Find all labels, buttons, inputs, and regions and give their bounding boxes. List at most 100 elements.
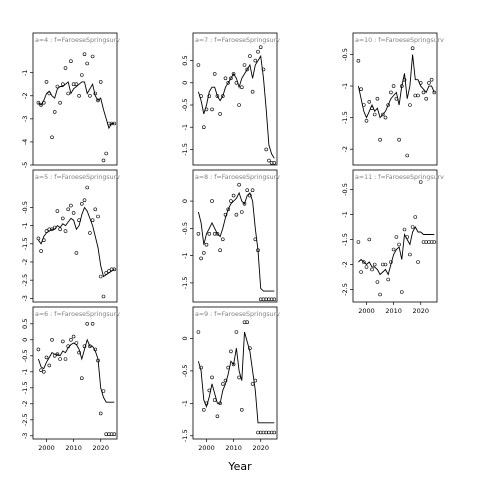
data-point [96, 214, 100, 219]
data-point [386, 103, 391, 107]
data-point [218, 401, 222, 406]
data-point [229, 349, 233, 354]
panel-a4: a=4 : f=FaroeseSpringsurv -1 -2 -3 -4 -5 [21, 32, 120, 168]
data-point [272, 161, 277, 165]
data-point [36, 347, 41, 352]
data-point [85, 321, 89, 326]
data-point [264, 297, 269, 302]
data-point [107, 121, 111, 126]
data-point [85, 185, 89, 190]
data-point [245, 320, 249, 325]
data-point [226, 81, 230, 85]
data-point [429, 77, 434, 82]
data-point [112, 121, 117, 126]
data-point [55, 352, 60, 357]
panel-a11: a=11 : f=FaroeseSpringsurv -0.5 -1 -1.5 -2 -2… [341, 169, 444, 315]
data-point [410, 225, 415, 229]
data-point [202, 251, 206, 255]
panel-frame [192, 306, 278, 440]
y-tick-label: 0 [181, 336, 189, 340]
data-point [66, 344, 70, 349]
panel-frame [192, 169, 278, 303]
data-point [104, 271, 108, 275]
data-point [80, 73, 84, 77]
data-point [74, 82, 79, 86]
strip-label: a=7 : f=FaroeseSpringsurv [195, 37, 280, 44]
y-tick-label: 0 [181, 81, 189, 85]
data-point [50, 337, 54, 342]
data-point [36, 100, 41, 105]
data-point [196, 63, 201, 67]
data-point [383, 262, 388, 267]
data-point [372, 112, 377, 117]
x-tick-label: 2000 [38, 444, 55, 452]
data-point [397, 137, 401, 142]
data-point [416, 260, 420, 264]
data-point [237, 375, 241, 380]
y-tick-label: -1 [181, 252, 189, 258]
data-point [218, 248, 222, 252]
data-point [229, 76, 233, 81]
data-point [432, 90, 437, 95]
data-point [408, 103, 412, 107]
data-point [253, 58, 258, 63]
data-point [226, 365, 230, 370]
data-point [394, 235, 399, 239]
data-point [69, 203, 73, 208]
data-point [47, 91, 52, 96]
y-tick-label: -5 [21, 162, 29, 168]
data-point [359, 270, 363, 274]
data-point [269, 161, 274, 165]
data-point [104, 151, 108, 156]
data-point [250, 89, 255, 94]
data-point [88, 231, 92, 235]
data-point [207, 94, 212, 98]
data-point [63, 66, 68, 70]
panel-frame [32, 169, 118, 303]
data-point [378, 292, 382, 297]
fitted-line [38, 206, 115, 278]
x-tick-label: 2010 [225, 444, 242, 452]
data-point [424, 240, 429, 244]
panel-frame [32, 306, 118, 440]
data-point [242, 202, 247, 206]
data-point [364, 119, 369, 123]
data-point [77, 218, 81, 222]
x-tick-label: 2020 [92, 444, 109, 452]
y-tick-label: -1 [341, 211, 349, 217]
data-point [380, 112, 385, 117]
data-point [196, 232, 201, 236]
data-point [231, 72, 236, 76]
strip-label: a=8 : f=FaroeseSpringsurv [195, 174, 280, 181]
y-tick-label: -1.5 [21, 381, 29, 394]
y-tick-label: -1.5 [181, 429, 189, 442]
data-point [242, 320, 247, 325]
fitted-line [37, 338, 115, 403]
data-point [253, 378, 258, 383]
data-point [88, 94, 92, 98]
data-point [432, 240, 437, 244]
data-point [204, 242, 209, 247]
data-point [204, 401, 209, 406]
data-point [77, 350, 81, 355]
panel-a9: a=9 : f=FaroeseSpringsurv 0 -0.5 -1 -1.5 2000… [181, 306, 280, 452]
data-point [88, 344, 92, 349]
data-point [44, 355, 49, 360]
data-point [69, 59, 73, 64]
data-point [248, 193, 252, 198]
data-point [52, 353, 57, 358]
data-point [258, 45, 263, 50]
data-point [378, 137, 382, 142]
data-point [248, 54, 252, 58]
data-point [405, 235, 410, 239]
data-point [74, 251, 79, 255]
data-point [427, 81, 431, 85]
data-point [58, 357, 62, 361]
data-point [71, 334, 76, 339]
data-point [82, 344, 87, 349]
data-point [212, 232, 217, 236]
data-point [229, 199, 233, 203]
strip-label: a=9 : f=FaroeseSpringsurv [195, 311, 280, 318]
data-point [375, 96, 380, 101]
